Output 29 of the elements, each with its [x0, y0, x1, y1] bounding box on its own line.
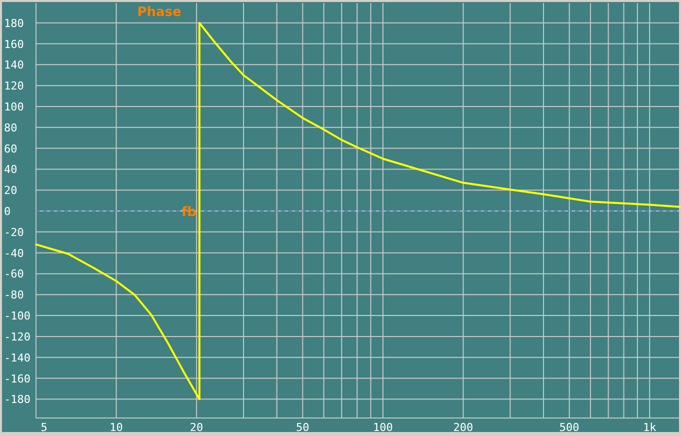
y-tick-label: -120	[4, 330, 30, 344]
y-tick-label: 40	[4, 163, 18, 176]
y-tick-label: -100	[4, 310, 30, 323]
x-tick-label: 20	[190, 421, 204, 434]
x-tick-label: 100	[373, 421, 393, 434]
y-tick-label: 120	[4, 80, 24, 93]
y-tick-label: -20	[4, 226, 24, 239]
x-tick-label: 1k	[642, 421, 657, 434]
y-tick-label: 80	[4, 121, 18, 134]
x-tick-label: 10	[110, 421, 123, 434]
y-tick-label: 60	[4, 142, 18, 156]
y-tick-label: -60	[4, 268, 24, 281]
annotation: fb	[181, 205, 196, 220]
y-tick-label: -80	[4, 288, 24, 302]
x-tick-label: 500	[559, 421, 580, 434]
x-tick-label: 50	[296, 421, 310, 434]
x-tick-label: 200	[453, 421, 474, 434]
y-tick-label: -180	[4, 393, 30, 406]
y-tick-label: 180	[4, 16, 24, 30]
x-tick-label: 5	[40, 421, 48, 434]
y-tick-label: -40	[4, 246, 24, 260]
y-tick-label: 160	[4, 38, 24, 51]
y-tick-label: 20	[4, 184, 18, 198]
y-tick-label: 100	[4, 100, 24, 114]
y-tick-label: 0	[4, 205, 11, 218]
y-tick-label: -160	[4, 372, 30, 386]
y-tick-label: 140	[4, 58, 24, 72]
y-tick-label: -140	[4, 351, 30, 364]
chart-title: Phase	[137, 5, 182, 20]
